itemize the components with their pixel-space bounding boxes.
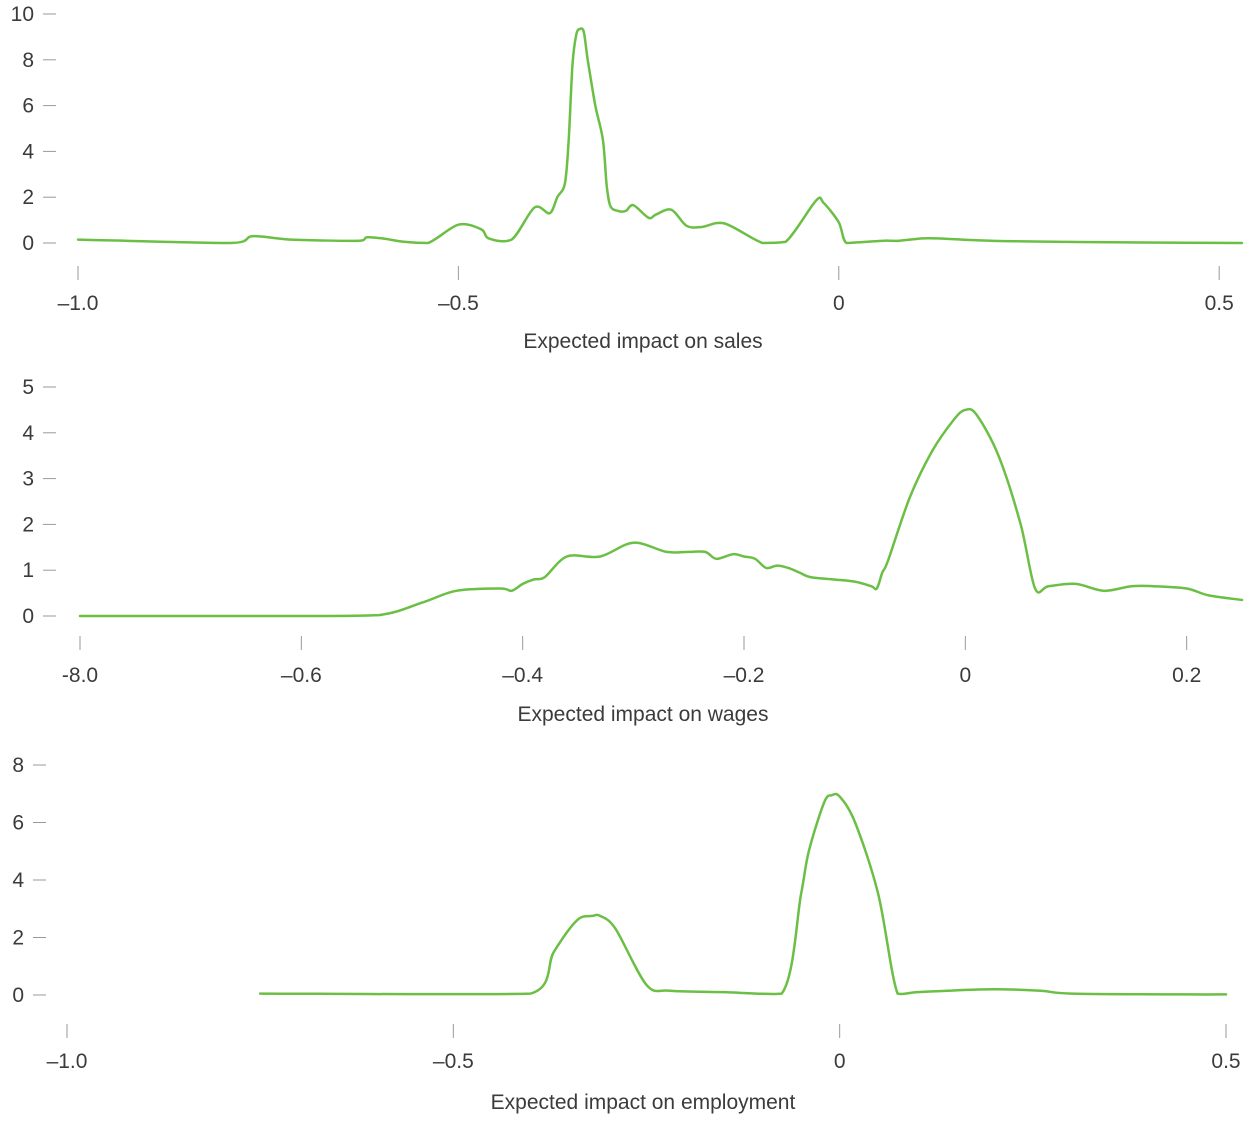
employment-y-tick-label: 2 — [12, 927, 24, 950]
sales-x-axis-title: Expected impact on sales — [523, 330, 762, 353]
wages-x-tick-label: -8.0 — [62, 664, 98, 687]
wages-y-tick-label: 2 — [22, 513, 34, 536]
employment-density-panel: 0 2 4 6 8 –1.0 –0.5 0 0.5 Expected impact on empl… — [12, 754, 1240, 1114]
sales-y-tick-label: 10 — [11, 3, 34, 26]
sales-density-panel: 0 2 4 6 8 10 –1.0 –0.5 0 0.5 Expected impact on sa… — [11, 3, 1244, 353]
wages-x-tick-label: –0.2 — [724, 664, 765, 687]
sales-y-tick-label: 4 — [22, 140, 34, 163]
wages-x-tick-label: –0.6 — [281, 664, 322, 687]
wages-density-panel: 0 1 2 3 4 5 -8.0 –0.6 –0.4 –0.2 0 0.2 Expected impac… — [22, 376, 1244, 726]
sales-x-tick-label: 0 — [833, 292, 845, 315]
sales-x-tick-label: –1.0 — [58, 292, 99, 315]
wages-y-tick-label: 1 — [22, 559, 34, 582]
employment-y-tick-label: 8 — [12, 754, 24, 777]
sales-y-tick-label: 0 — [22, 232, 34, 255]
wages-x-axis-title: Expected impact on wages — [518, 703, 769, 726]
sales-y-tick-label: 8 — [22, 49, 34, 72]
employment-x-tick-label: –0.5 — [433, 1050, 474, 1073]
wages-y-tick-label: 0 — [22, 605, 34, 628]
wages-x-tick-label: –0.4 — [502, 664, 543, 687]
sales-x-tick-label: 0.5 — [1205, 292, 1234, 315]
employment-y-tick-label: 4 — [12, 869, 24, 892]
wages-x-tick-label: 0 — [959, 664, 971, 687]
employment-y-tick-label: 0 — [12, 984, 24, 1007]
employment-x-tick-label: –1.0 — [47, 1050, 88, 1073]
sales-density-line — [76, 27, 1244, 245]
wages-x-tick-label: 0.2 — [1172, 664, 1201, 687]
employment-x-tick-label: 0.5 — [1211, 1050, 1240, 1073]
wages-y-tick-label: 5 — [22, 376, 34, 399]
employment-x-tick-label: 0 — [834, 1050, 846, 1073]
employment-density-line — [258, 792, 1228, 996]
employment-y-tick-label: 6 — [12, 812, 24, 835]
wages-y-tick-label: 3 — [22, 468, 34, 491]
wages-density-line — [78, 407, 1244, 618]
sales-y-tick-label: 6 — [22, 95, 34, 118]
wages-y-tick-label: 4 — [22, 422, 34, 445]
employment-x-axis-title: Expected impact on employment — [491, 1091, 796, 1114]
sales-x-tick-label: –0.5 — [438, 292, 479, 315]
sales-y-tick-label: 2 — [22, 186, 34, 209]
